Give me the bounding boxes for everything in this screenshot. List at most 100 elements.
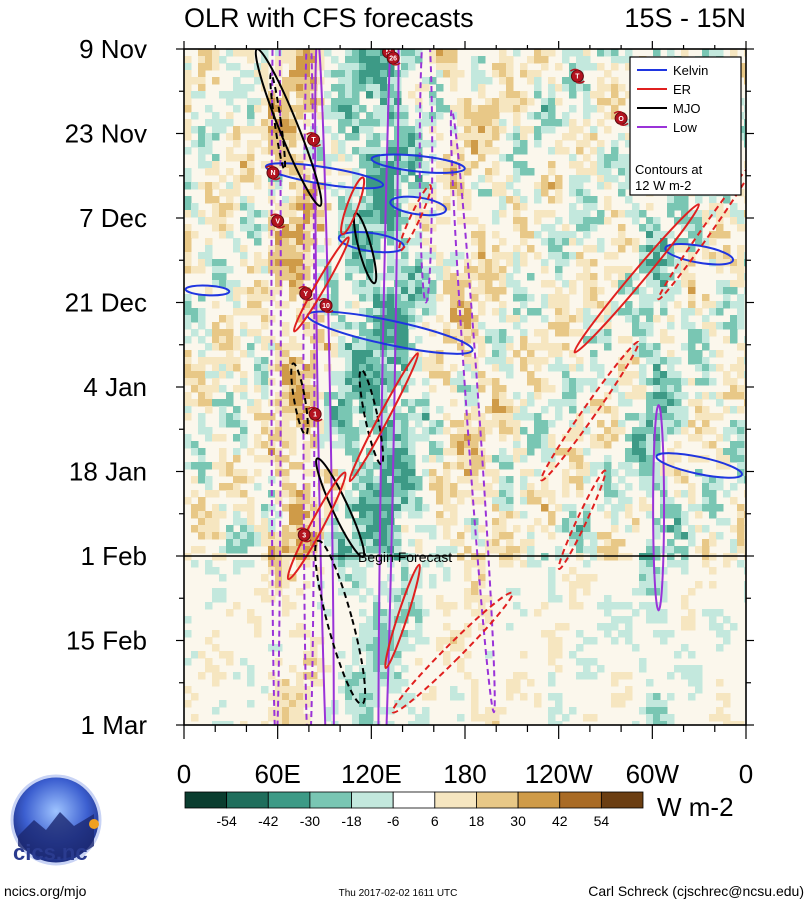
olr-cell xyxy=(485,287,493,295)
olr-cell xyxy=(744,546,746,554)
olr-cell xyxy=(408,693,416,701)
olr-cell xyxy=(261,441,269,449)
olr-cell xyxy=(303,658,311,666)
olr-cell xyxy=(611,672,619,680)
olr-cell xyxy=(520,91,528,99)
olr-cell xyxy=(415,315,423,323)
olr-cell xyxy=(366,63,374,71)
olr-cell xyxy=(247,700,255,708)
olr-cell xyxy=(590,714,598,722)
olr-cell xyxy=(240,49,248,57)
colorbar-swatch xyxy=(517,791,561,809)
olr-cell xyxy=(583,217,591,225)
olr-cell xyxy=(275,427,283,435)
logo-ring xyxy=(10,774,102,866)
olr-cell xyxy=(268,644,276,652)
olr-cell xyxy=(534,217,542,225)
olr-cell xyxy=(310,98,318,106)
olr-cell xyxy=(597,287,605,295)
olr-cell xyxy=(618,378,626,386)
olr-cell xyxy=(219,434,227,442)
olr-cell xyxy=(359,581,367,589)
olr-cell xyxy=(310,672,318,680)
olr-cell xyxy=(366,266,374,274)
olr-cell xyxy=(499,329,507,337)
olr-cell xyxy=(254,210,262,218)
olr-cell xyxy=(583,84,591,92)
olr-cell xyxy=(429,280,437,288)
olr-cell xyxy=(716,301,724,309)
olr-cell xyxy=(345,574,353,582)
olr-cell xyxy=(226,462,234,470)
olr-cell xyxy=(485,595,493,603)
olr-cell xyxy=(597,168,605,176)
olr-cell xyxy=(597,623,605,631)
olr-cell xyxy=(387,322,395,330)
olr-cell xyxy=(716,693,724,701)
olr-cell xyxy=(331,378,339,386)
olr-cell xyxy=(667,560,675,568)
olr-cell xyxy=(611,175,619,183)
olr-cell xyxy=(548,567,556,575)
olr-cell xyxy=(597,504,605,512)
olr-cell xyxy=(541,49,549,57)
olr-cell xyxy=(394,427,402,435)
olr-cell xyxy=(499,196,507,204)
olr-cell xyxy=(646,434,654,442)
logo-sun-icon xyxy=(89,819,99,829)
olr-cell xyxy=(646,259,654,267)
olr-cell xyxy=(576,539,584,547)
olr-cell xyxy=(184,399,192,407)
olr-cell xyxy=(450,434,458,442)
olr-cell xyxy=(324,161,332,169)
olr-cell xyxy=(667,721,675,725)
olr-cell xyxy=(184,224,192,232)
olr-cell xyxy=(569,378,577,386)
olr-cell xyxy=(520,147,528,155)
olr-cell xyxy=(520,399,528,407)
olr-cell xyxy=(366,126,374,134)
olr-cell xyxy=(730,217,738,225)
olr-cell xyxy=(205,392,213,400)
olr-cell xyxy=(653,427,661,435)
olr-cell xyxy=(233,567,241,575)
olr-cell xyxy=(625,301,633,309)
olr-cell xyxy=(198,392,206,400)
olr-cell xyxy=(611,56,619,64)
olr-cell xyxy=(289,231,297,239)
olr-cell xyxy=(569,350,577,358)
olr-cell xyxy=(576,84,584,92)
olr-cell xyxy=(646,308,654,316)
olr-cell xyxy=(625,133,633,141)
olr-cell xyxy=(352,63,360,71)
olr-cell xyxy=(247,539,255,547)
olr-cell xyxy=(674,469,682,477)
olr-cell xyxy=(485,119,493,127)
olr-cell xyxy=(464,602,472,610)
olr-cell xyxy=(226,133,234,141)
olr-cell xyxy=(303,371,311,379)
olr-cell xyxy=(324,511,332,519)
olr-cell xyxy=(618,336,626,344)
olr-cell xyxy=(261,686,269,694)
olr-cell xyxy=(660,378,668,386)
olr-cell xyxy=(653,357,661,365)
olr-cell xyxy=(408,126,416,134)
olr-cell xyxy=(373,322,381,330)
olr-cell xyxy=(681,665,689,673)
olr-cell xyxy=(198,672,206,680)
cics-logo: cics.nc xyxy=(10,774,102,866)
olr-cell xyxy=(744,70,746,78)
olr-cell xyxy=(198,504,206,512)
olr-cell xyxy=(744,476,746,484)
olr-cell xyxy=(317,210,325,218)
olr-cell xyxy=(212,280,220,288)
olr-cell xyxy=(527,490,535,498)
olr-cell xyxy=(233,504,241,512)
olr-cell xyxy=(597,63,605,71)
olr-cell xyxy=(688,301,696,309)
olr-cell xyxy=(198,413,206,421)
olr-cell xyxy=(653,238,661,246)
olr-cell xyxy=(331,392,339,400)
olr-cell xyxy=(184,182,192,190)
